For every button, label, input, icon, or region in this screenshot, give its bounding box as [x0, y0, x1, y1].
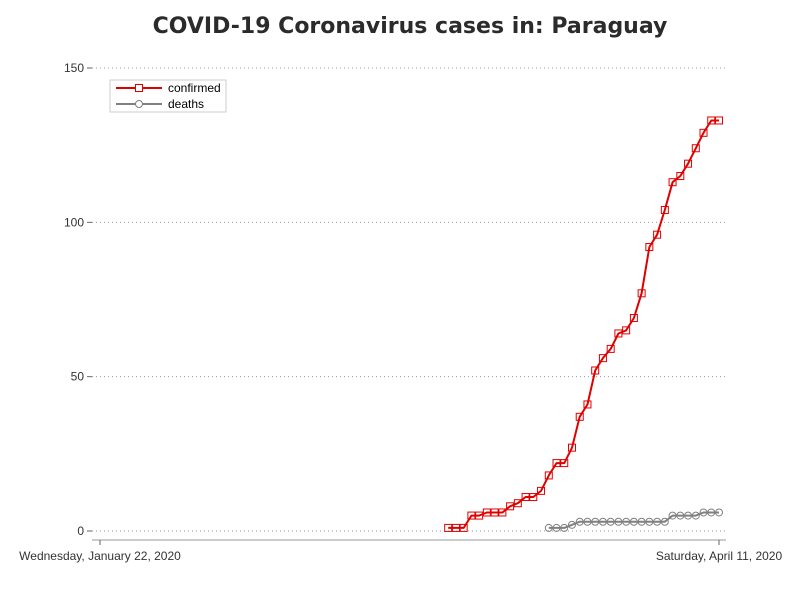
point-confirmed-11 — [529, 493, 538, 502]
point-deaths-2 — [560, 523, 569, 532]
x-axis-ticks: Wednesday, January 22, 2020 Saturday, Apr… — [19, 540, 782, 563]
y-tick-label-100: 100 — [64, 215, 84, 229]
point-confirmed-16 — [567, 443, 576, 452]
point-confirmed-3 — [467, 511, 476, 520]
point-confirmed-31 — [684, 159, 693, 168]
series-line-deaths — [548, 511, 719, 529]
point-confirmed-25 — [637, 289, 646, 298]
y-tick-label-0: 0 — [77, 524, 84, 538]
point-deaths-15 — [660, 517, 669, 526]
series-deaths — [544, 508, 723, 532]
legend-marker-deaths — [135, 100, 143, 108]
point-confirmed-2 — [459, 523, 468, 532]
point-confirmed-26 — [645, 243, 654, 252]
point-deaths-1 — [552, 523, 561, 532]
point-confirmed-27 — [653, 230, 662, 239]
point-deaths-12 — [637, 517, 646, 526]
point-confirmed-34 — [707, 116, 716, 125]
point-deaths-22 — [715, 508, 723, 517]
point-confirmed-14 — [552, 459, 561, 468]
point-confirmed-9 — [513, 499, 522, 508]
point-confirmed-30 — [676, 172, 685, 181]
point-confirmed-21 — [606, 344, 615, 353]
point-deaths-11 — [629, 517, 638, 526]
legend-label-confirmed: confirmed — [168, 81, 221, 95]
point-deaths-16 — [668, 511, 677, 520]
point-confirmed-0 — [444, 523, 453, 532]
point-confirmed-22 — [614, 329, 623, 338]
point-deaths-13 — [645, 517, 654, 526]
legend-label-deaths: deaths — [168, 97, 204, 111]
y-axis-ticks: 0 50 100 150 — [64, 61, 92, 538]
legend: confirmed deaths — [109, 79, 227, 113]
point-deaths-20 — [699, 508, 708, 517]
point-confirmed-33 — [699, 128, 708, 137]
point-deaths-4 — [575, 517, 584, 526]
point-deaths-9 — [614, 517, 623, 526]
point-confirmed-20 — [598, 354, 607, 363]
point-confirmed-23 — [622, 326, 631, 335]
point-deaths-3 — [567, 520, 576, 529]
point-confirmed-18 — [583, 400, 592, 409]
chart-title: COVID-19 Coronavirus cases in: Paraguay — [153, 14, 668, 39]
point-confirmed-15 — [560, 459, 569, 468]
x-tick-label-0: Wednesday, January 22, 2020 — [19, 549, 181, 563]
series-confirmed — [444, 116, 723, 532]
series-layer — [444, 116, 723, 532]
point-deaths-18 — [684, 511, 693, 520]
point-confirmed-32 — [691, 144, 700, 153]
point-confirmed-7 — [498, 508, 507, 517]
point-confirmed-29 — [668, 178, 677, 187]
point-confirmed-13 — [544, 471, 553, 480]
point-confirmed-10 — [521, 493, 530, 502]
legend-box — [109, 79, 227, 113]
series-line-confirmed — [448, 119, 719, 529]
point-confirmed-8 — [506, 502, 515, 511]
y-tick-label-50: 50 — [71, 370, 85, 384]
legend-marker-confirmed — [135, 84, 143, 92]
point-deaths-14 — [653, 517, 662, 526]
point-confirmed-28 — [660, 205, 669, 214]
point-deaths-0 — [544, 523, 553, 532]
point-confirmed-35 — [715, 116, 723, 125]
point-deaths-19 — [691, 511, 700, 520]
y-tick-label-150: 150 — [64, 61, 84, 75]
point-confirmed-17 — [575, 412, 584, 421]
point-deaths-7 — [598, 517, 607, 526]
point-deaths-5 — [583, 517, 592, 526]
point-confirmed-6 — [490, 508, 499, 517]
point-deaths-10 — [622, 517, 631, 526]
point-deaths-8 — [606, 517, 615, 526]
point-confirmed-4 — [475, 511, 484, 520]
point-confirmed-1 — [451, 523, 460, 532]
x-tick-label-1: Saturday, April 11, 2020 — [656, 549, 783, 563]
grid — [92, 67, 726, 532]
point-confirmed-19 — [591, 366, 600, 375]
point-confirmed-12 — [537, 486, 546, 495]
point-deaths-17 — [676, 511, 685, 520]
point-deaths-21 — [707, 508, 716, 517]
point-deaths-6 — [591, 517, 600, 526]
point-confirmed-5 — [482, 508, 491, 517]
point-confirmed-24 — [629, 314, 638, 323]
